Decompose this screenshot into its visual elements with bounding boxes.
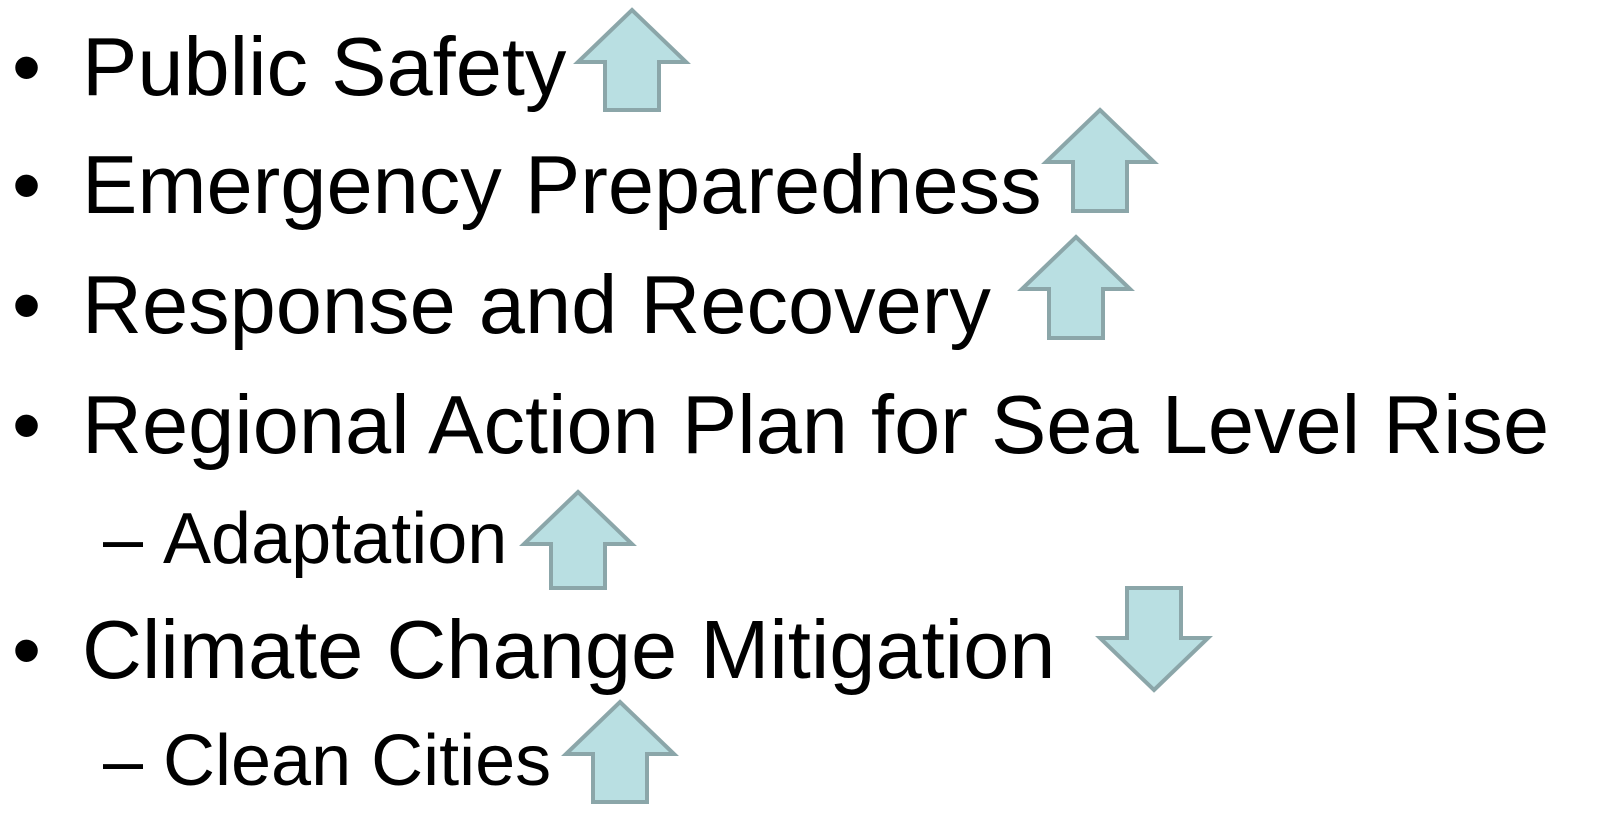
down-arrow <box>1095 586 1213 693</box>
sub-marker: – <box>103 721 144 801</box>
bullet: • <box>12 378 41 471</box>
sub-item-text: Adaptation <box>163 499 507 579</box>
up-arrow <box>519 489 637 590</box>
item-text: Climate Change Mitigation <box>82 603 1055 696</box>
up-arrow <box>573 7 691 112</box>
sub-item-text: Clean Cities <box>163 721 551 801</box>
up-arrow <box>1017 234 1135 340</box>
bullet: • <box>12 603 41 696</box>
item-text: Public Safety <box>82 20 567 113</box>
bullet: • <box>12 20 41 113</box>
item-text: Emergency Preparedness <box>82 138 1042 231</box>
up-arrow <box>1041 107 1159 213</box>
up-arrow <box>561 699 679 804</box>
item-text: Response and Recovery <box>82 258 991 351</box>
sub-marker: – <box>103 499 144 579</box>
item-text: Regional Action Plan for Sea Level Rise <box>82 378 1549 471</box>
bullet: • <box>12 138 41 231</box>
bullet: • <box>12 258 41 351</box>
